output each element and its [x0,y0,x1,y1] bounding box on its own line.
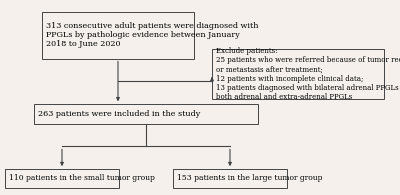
Text: Exclude patients:
25 patients who were referred because of tumor recurrence
or m: Exclude patients: 25 patients who were r… [216,47,400,101]
FancyBboxPatch shape [5,169,119,188]
FancyBboxPatch shape [212,49,384,99]
Text: 110 patients in the small tumor group: 110 patients in the small tumor group [9,174,155,183]
Text: 263 patients were included in the study: 263 patients were included in the study [38,110,200,118]
FancyBboxPatch shape [34,104,258,124]
Text: 153 patients in the large tumor group: 153 patients in the large tumor group [177,174,322,183]
FancyBboxPatch shape [42,12,194,58]
Text: 313 consecutive adult patients were diagnosed with
PPGLs by pathologic evidence : 313 consecutive adult patients were diag… [46,22,258,48]
FancyBboxPatch shape [173,169,287,188]
